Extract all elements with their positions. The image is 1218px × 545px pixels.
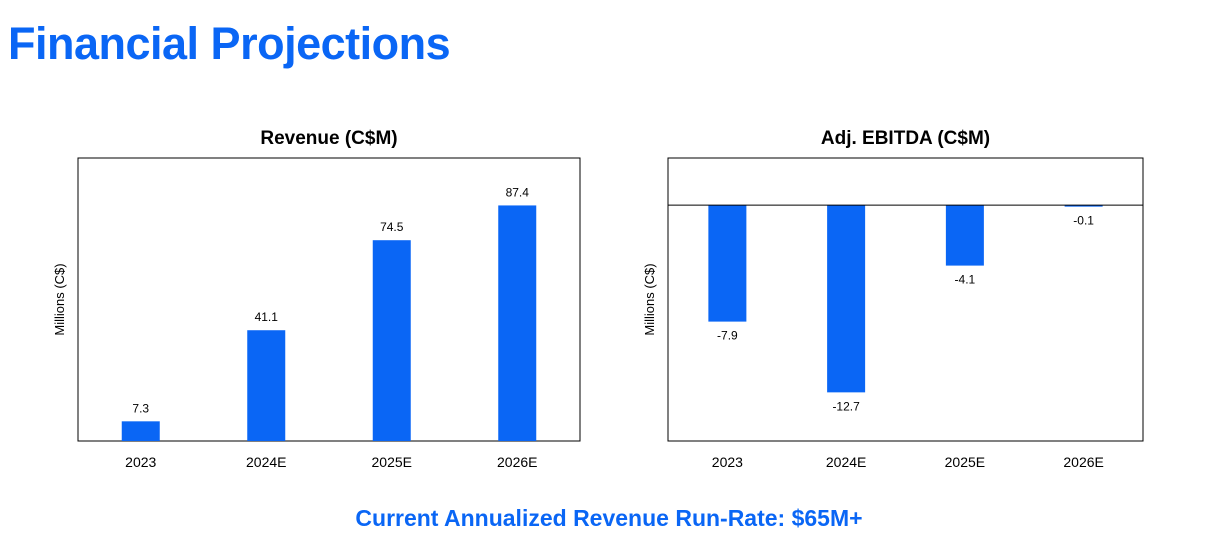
revenue-run-rate-note: Current Annualized Revenue Run-Rate: $65… [355, 505, 863, 531]
x-tick-label: 2024E [826, 454, 866, 470]
bar [1064, 205, 1103, 207]
plot-area-frame [77, 157, 581, 442]
bar [827, 205, 866, 393]
data-label: -0.1 [1073, 214, 1094, 228]
x-tick-label: 2024E [246, 454, 286, 470]
x-tick-label: 2025E [372, 454, 412, 470]
x-tick-label: 2023 [125, 454, 156, 470]
bar [247, 330, 286, 441]
bar [945, 205, 984, 266]
revenue-chart-title: Revenue (C$M) [260, 128, 398, 149]
bar [372, 240, 411, 441]
x-tick-label: 2023 [712, 454, 743, 470]
data-label: 74.5 [380, 220, 404, 234]
ebitda-chart-title: Adj. EBITDA (C$M) [820, 128, 991, 149]
data-label: -4.1 [955, 273, 976, 287]
plot-area-frame [667, 157, 1144, 442]
y-axis-label: Millions (C$) [642, 263, 657, 335]
y-axis-label: Millions (C$) [52, 263, 67, 335]
data-label: 7.3 [132, 401, 149, 415]
x-tick-label: 2026E [1063, 454, 1103, 470]
bar [498, 205, 537, 441]
data-label: 87.4 [506, 185, 530, 199]
data-label: -12.7 [832, 399, 860, 413]
bar [708, 205, 747, 322]
bar [121, 421, 160, 441]
page-title: Financial Projections [8, 18, 451, 69]
x-tick-label: 2025E [945, 454, 985, 470]
data-label: 41.1 [255, 310, 279, 324]
data-label: -7.9 [717, 329, 738, 343]
x-tick-label: 2026E [497, 454, 537, 470]
